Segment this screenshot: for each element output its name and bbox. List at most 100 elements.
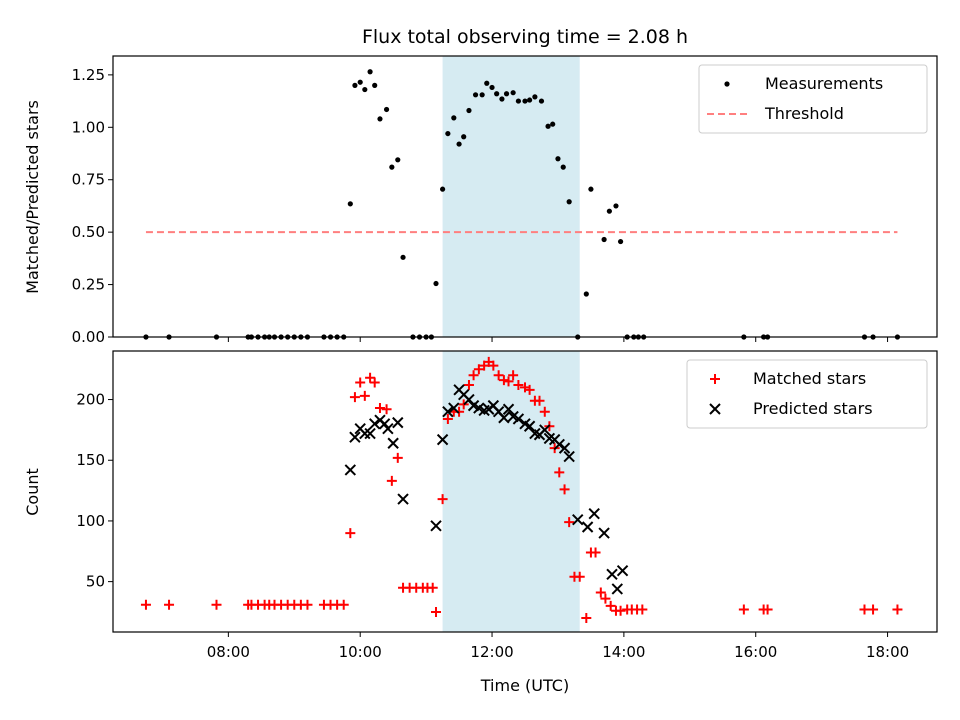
x-tick-label: 12:00 xyxy=(470,643,513,661)
data-point xyxy=(349,431,361,443)
data-point xyxy=(513,379,524,390)
x-axis-label: Time (UTC) xyxy=(480,676,569,695)
data-point xyxy=(615,605,626,616)
y-tick-label: 1.25 xyxy=(72,66,105,84)
x-tick-label: 18:00 xyxy=(866,643,909,661)
data-point xyxy=(563,450,575,463)
data-point xyxy=(598,527,610,539)
x-tick-label: 14:00 xyxy=(602,643,645,661)
data-point xyxy=(365,372,376,383)
data-point xyxy=(489,84,495,91)
data-point xyxy=(463,393,475,406)
legend-marker xyxy=(710,374,720,384)
data-point xyxy=(762,604,773,615)
data-point xyxy=(387,437,399,449)
data-point xyxy=(498,375,509,386)
axes-frame xyxy=(112,350,938,633)
data-point xyxy=(515,98,522,104)
data-point xyxy=(595,587,606,598)
data-point xyxy=(554,467,565,478)
data-point xyxy=(344,464,357,476)
data-point xyxy=(527,97,533,103)
data-point xyxy=(892,604,903,615)
data-point xyxy=(550,121,556,127)
data-point xyxy=(386,475,397,486)
y-tick-label: 0.75 xyxy=(72,171,105,189)
data-point xyxy=(606,568,618,581)
legend-box xyxy=(698,64,928,134)
y-tick-label: 0.25 xyxy=(72,276,105,294)
data-point xyxy=(524,384,535,395)
data-point xyxy=(617,238,624,245)
legend: Measurements Threshold xyxy=(698,64,928,134)
data-point xyxy=(395,157,401,163)
data-point xyxy=(581,613,592,624)
data-point xyxy=(357,79,363,85)
data-point xyxy=(466,107,472,114)
data-point xyxy=(572,514,584,526)
data-point xyxy=(545,123,551,129)
data-point xyxy=(451,115,457,121)
data-point xyxy=(468,370,479,381)
data-point xyxy=(555,156,561,162)
data-point xyxy=(437,494,448,505)
data-point xyxy=(583,291,589,297)
y-tick-label: 200 xyxy=(76,391,105,409)
y-axis-label-bottom: Count xyxy=(23,468,42,516)
y-tick-label: 0.00 xyxy=(72,328,105,346)
data-point xyxy=(512,413,525,425)
data-point xyxy=(581,521,594,533)
data-point xyxy=(601,236,607,243)
data-point xyxy=(442,413,453,424)
data-point xyxy=(503,91,510,97)
data-point xyxy=(442,405,454,418)
data-point xyxy=(494,91,500,97)
data-point xyxy=(488,360,499,371)
data-point xyxy=(859,604,870,615)
data-point xyxy=(436,433,449,446)
data-point xyxy=(590,547,601,558)
data-point xyxy=(522,98,528,104)
data-point xyxy=(461,134,467,140)
data-point xyxy=(558,442,571,454)
data-point xyxy=(372,82,378,88)
data-point xyxy=(502,403,515,415)
data-point xyxy=(532,94,538,100)
data-point xyxy=(616,564,629,577)
series-predicted-stars xyxy=(344,384,629,595)
data-point xyxy=(347,201,353,207)
data-point xyxy=(606,208,612,214)
data-point xyxy=(564,517,575,528)
data-point xyxy=(400,254,406,260)
data-point xyxy=(427,582,438,593)
data-point xyxy=(352,82,358,88)
data-point xyxy=(484,80,490,86)
panel-ratio: 0.00 0.25 0.50 0.75 1.00 1.25 Measurements Thre… xyxy=(72,55,938,346)
data-point xyxy=(559,484,570,495)
data-point xyxy=(560,164,566,170)
data-point xyxy=(397,493,409,505)
data-point xyxy=(574,571,585,582)
y-tick-label: 100 xyxy=(76,512,105,530)
y-tick-label: 0.50 xyxy=(72,223,105,241)
data-point xyxy=(381,404,392,415)
data-point xyxy=(605,600,616,611)
data-point xyxy=(454,406,465,417)
data-point xyxy=(510,90,516,96)
data-point xyxy=(499,96,505,102)
data-point xyxy=(378,418,391,430)
x-tick-label: 16:00 xyxy=(734,643,777,661)
data-point xyxy=(392,416,404,429)
data-point xyxy=(374,403,385,414)
data-point xyxy=(338,599,349,610)
data-point xyxy=(364,427,376,440)
y-tick-label: 150 xyxy=(76,451,105,469)
chart-title: Flux total observing time = 2.08 h xyxy=(362,26,688,48)
data-point xyxy=(493,370,504,381)
y-axis-label-top: Matched/Predicted stars xyxy=(23,100,42,294)
x-tick-label: 10:00 xyxy=(339,643,382,661)
legend-marker xyxy=(724,81,730,87)
data-point xyxy=(503,376,514,387)
data-point xyxy=(458,399,469,410)
data-point xyxy=(431,606,442,617)
